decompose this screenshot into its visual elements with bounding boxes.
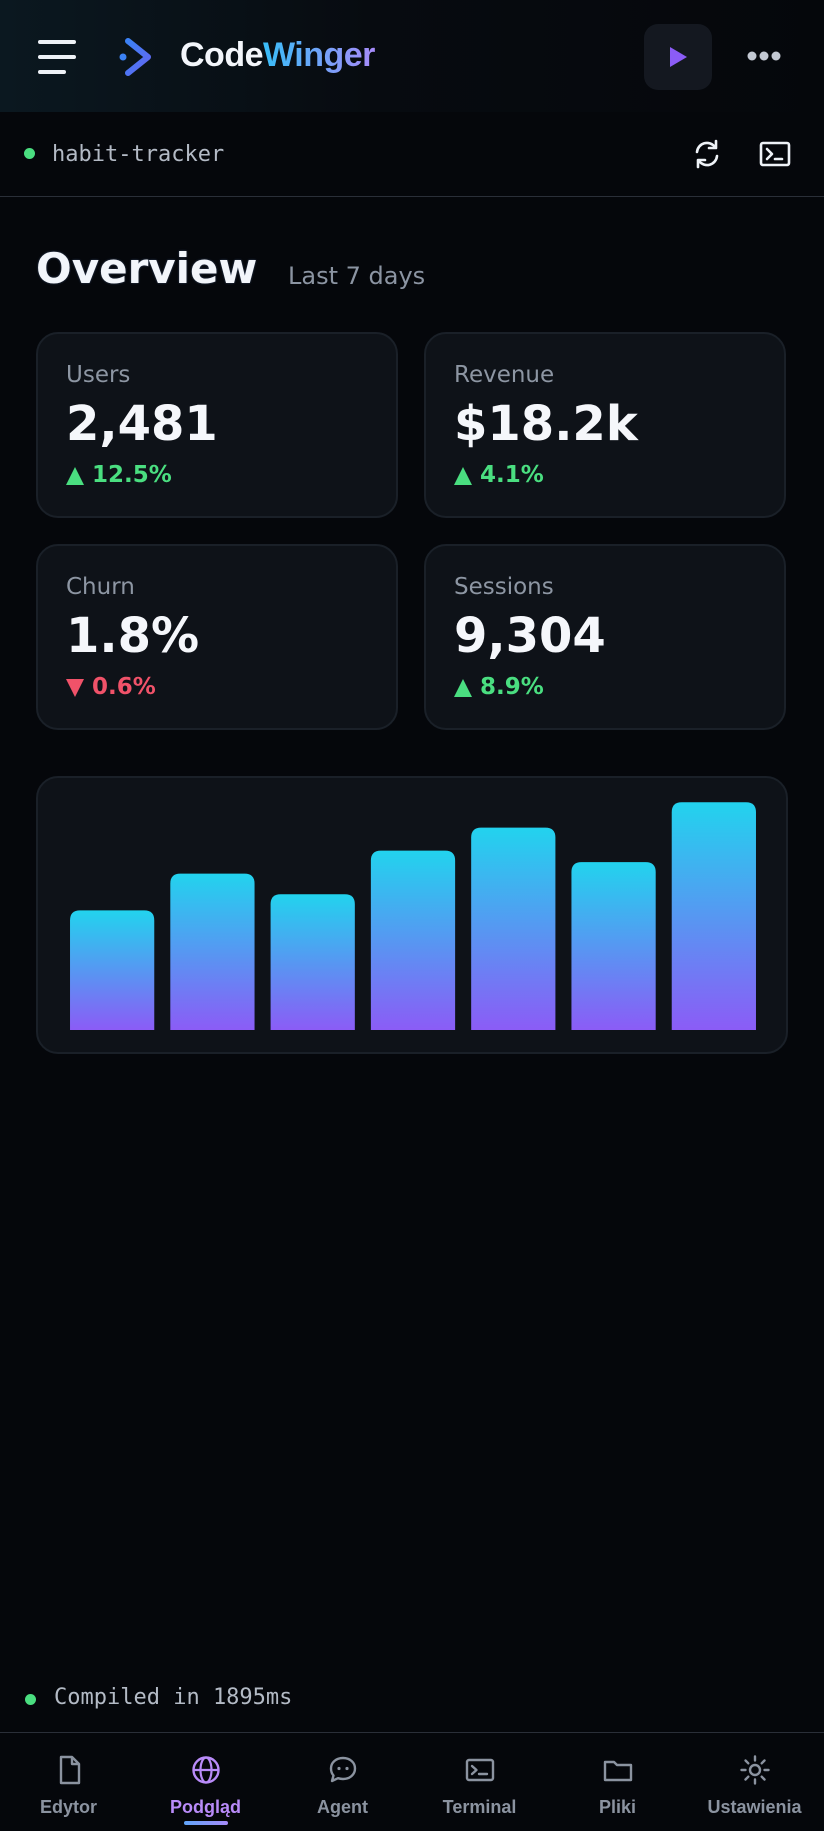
project-bar: habit-tracker	[0, 112, 824, 197]
nav-item-pliki[interactable]: Pliki	[549, 1733, 686, 1831]
chart-bar-7	[671, 802, 756, 1030]
project-name: habit-tracker	[52, 142, 225, 167]
active-tab-indicator	[183, 1821, 228, 1825]
nav-label: Pliki	[598, 1797, 637, 1817]
terminal-icon[interactable]	[754, 133, 796, 175]
refresh-icon[interactable]	[686, 133, 728, 175]
build-status-dot	[25, 1694, 36, 1705]
chart-bar-1	[70, 910, 155, 1030]
stat-value: 1.8%	[66, 608, 200, 664]
globe-icon	[191, 1756, 220, 1784]
trend-up-icon	[66, 466, 84, 485]
more-horizontal-icon[interactable]	[740, 36, 788, 76]
app-header: CodeWinger	[0, 0, 824, 112]
stat-value: 9,304	[454, 608, 606, 664]
build-status-text: Compiled in 1895ms	[54, 1685, 293, 1710]
brand-part1: Code	[180, 36, 264, 74]
stat-card-churn: Churn 1.8% 0.6%	[36, 544, 398, 730]
terminal-icon	[465, 1758, 494, 1782]
chart-bar-6	[571, 862, 656, 1030]
trend-up-icon	[454, 466, 472, 485]
stat-value: $18.2k	[454, 396, 638, 452]
page-subtitle: Last 7 days	[288, 262, 426, 290]
stat-delta-value: 4.1%	[480, 462, 544, 488]
bar-chart	[70, 802, 756, 1030]
trend-down-icon	[66, 678, 84, 697]
nav-item-terminal[interactable]: Terminal	[411, 1733, 548, 1831]
project-status-dot	[24, 148, 35, 159]
page-title: Overview	[36, 244, 258, 293]
nav-label: Ustawienia	[707, 1797, 802, 1817]
app-brand: CodeWinger	[180, 36, 375, 75]
brand-part2: Winger	[263, 36, 375, 74]
nav-label: Edytor	[39, 1797, 97, 1817]
trend-up-icon	[454, 678, 472, 697]
folder-icon	[603, 1760, 632, 1782]
play-icon	[670, 47, 687, 67]
bar-chart-card	[36, 776, 788, 1054]
nav-label: Podgląd	[170, 1797, 241, 1817]
nav-item-edytor[interactable]: Edytor	[0, 1733, 137, 1831]
nav-item-agent[interactable]: Agent	[274, 1733, 411, 1831]
stat-delta: 8.9%	[454, 674, 544, 700]
chart-bar-3	[270, 894, 355, 1030]
menu-icon[interactable]	[38, 40, 82, 74]
nav-item-ustawienia[interactable]: Ustawienia	[686, 1733, 823, 1831]
chart-bar-2	[170, 873, 255, 1030]
bottom-nav: Edytor Podgląd Agent Terminal Pliki	[0, 1732, 824, 1831]
run-button[interactable]	[644, 24, 712, 90]
file-icon	[59, 1755, 80, 1785]
stat-delta: 12.5%	[66, 462, 172, 488]
nav-label: Agent	[317, 1797, 368, 1817]
stat-card-users: Users 2,481 12.5%	[36, 332, 398, 518]
stat-delta-value: 8.9%	[480, 674, 544, 700]
chart-bar-5	[471, 827, 556, 1030]
stat-label: Revenue	[454, 362, 555, 388]
stat-delta: 0.6%	[66, 674, 156, 700]
app-logo-icon	[119, 38, 151, 76]
build-status: Compiled in 1895ms	[0, 1680, 824, 1732]
stat-label: Sessions	[454, 574, 554, 600]
nav-item-podglad[interactable]: Podgląd	[137, 1733, 274, 1831]
gear-icon	[739, 1755, 770, 1785]
stat-card-sessions: Sessions 9,304 8.9%	[424, 544, 786, 730]
stat-label: Users	[66, 362, 131, 388]
nav-label: Terminal	[442, 1797, 517, 1817]
stat-value: 2,481	[66, 396, 218, 452]
stat-card-revenue: Revenue $18.2k 4.1%	[424, 332, 786, 518]
chart-bar-4	[370, 850, 456, 1030]
stat-delta: 4.1%	[454, 462, 544, 488]
stat-delta-value: 0.6%	[92, 674, 156, 700]
stat-label: Churn	[66, 574, 135, 600]
chat-bubble-icon	[329, 1756, 356, 1783]
stat-delta-value: 12.5%	[92, 462, 172, 488]
